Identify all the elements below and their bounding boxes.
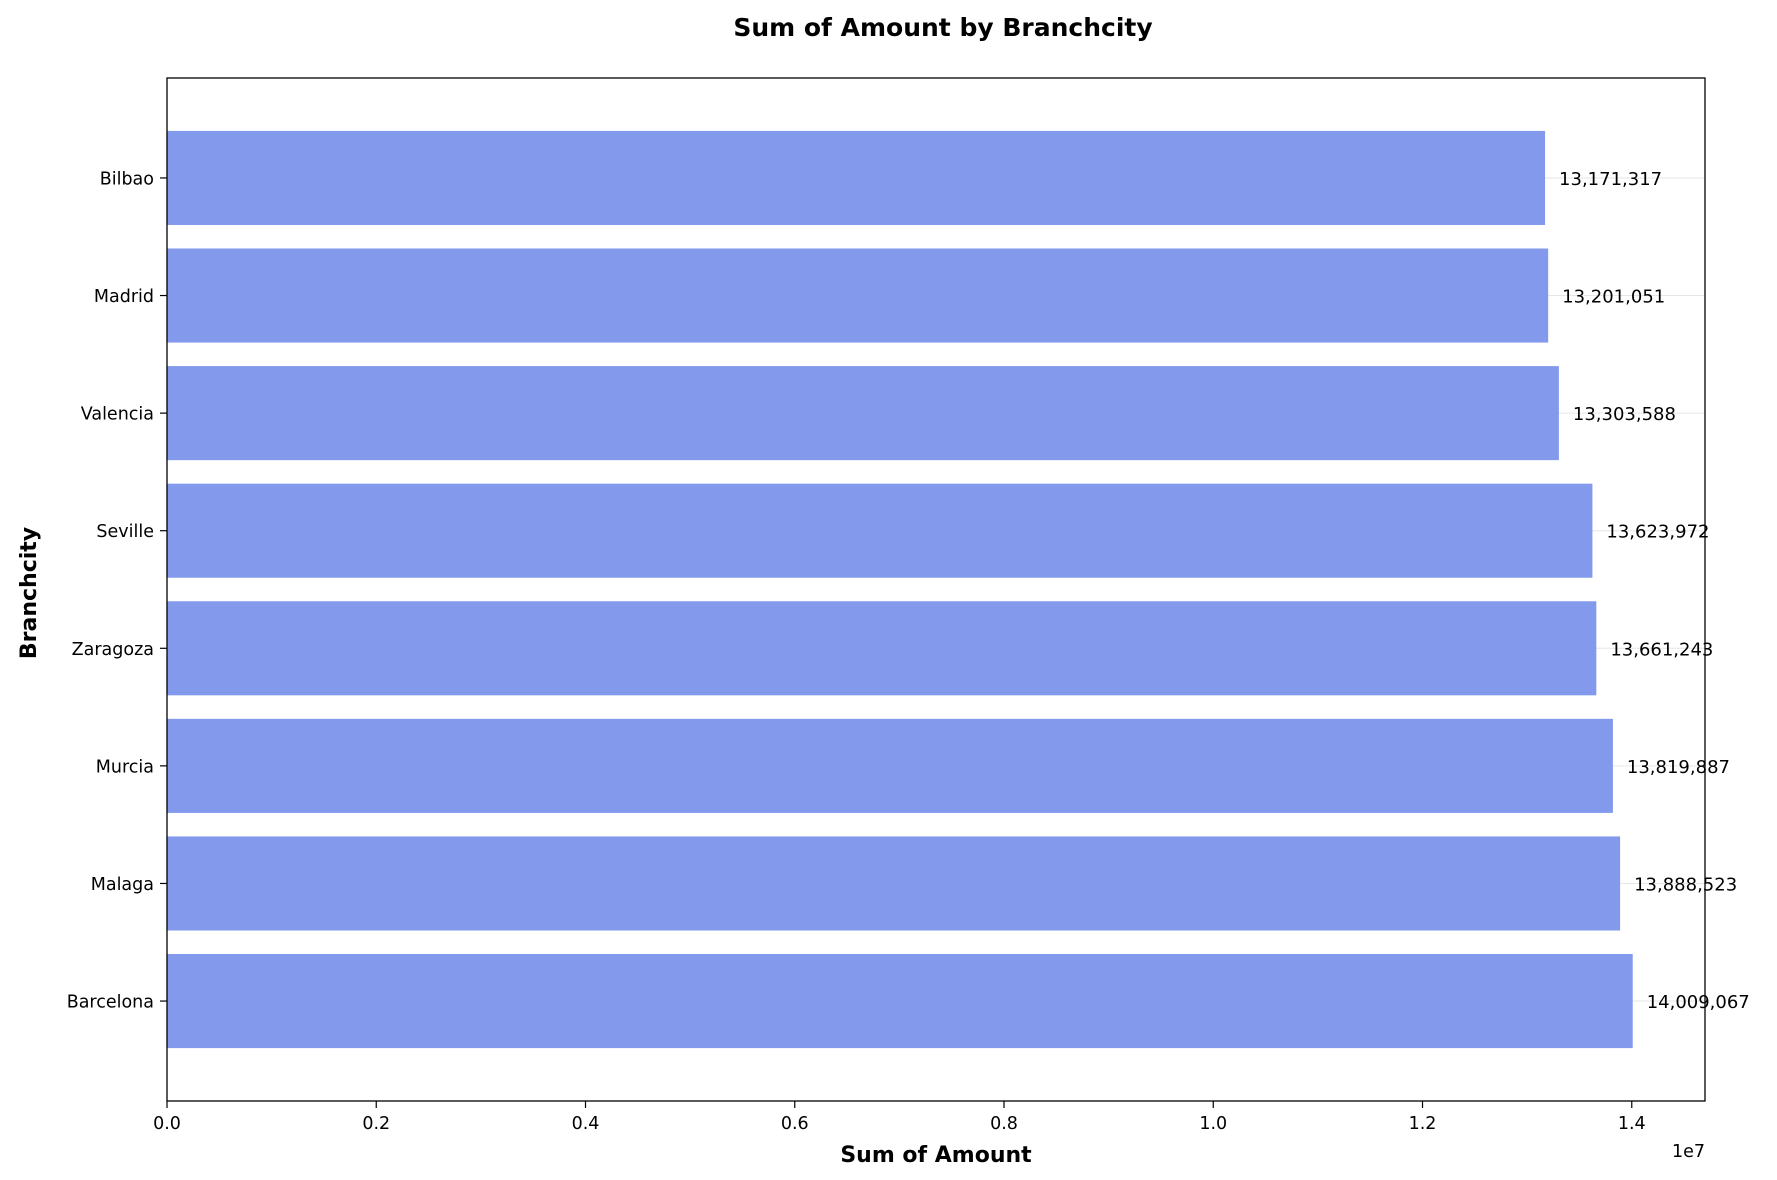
y-tick-label: Seville <box>96 522 154 542</box>
data-labels: 14,009,067 13,888,523 13,819,887 13,661,243… <box>1559 169 1750 1013</box>
x-axis-label: Sum of Amount <box>840 1143 1032 1168</box>
y-tick-label: Madrid <box>94 287 154 307</box>
bar-valencia <box>167 366 1559 461</box>
y-tick-label: Malaga <box>91 875 154 895</box>
x-tick-label: 0.4 <box>572 1114 600 1134</box>
bar-bilbao <box>167 130 1546 225</box>
chart-title: Sum of Amount by Branchcity <box>733 13 1152 42</box>
data-label: 13,623,972 <box>1606 522 1709 543</box>
bar-zaragoza <box>167 601 1597 696</box>
bar-murcia <box>167 718 1613 813</box>
x-tick-label: 1.4 <box>1618 1114 1646 1134</box>
x-tick-label: 0.8 <box>990 1114 1018 1134</box>
y-axis-ticks: Barcelona Malaga Murcia Zaragoza Seville Vale… <box>67 169 167 1013</box>
y-axis-label: Branchcity <box>17 527 42 659</box>
y-tick-label: Valencia <box>81 405 154 425</box>
y-tick-label: Barcelona <box>67 993 154 1013</box>
data-label: 13,661,243 <box>1610 639 1713 660</box>
x-tick-label: 0.0 <box>153 1114 181 1134</box>
data-label: 13,819,887 <box>1627 757 1730 778</box>
bar-barcelona <box>167 954 1633 1049</box>
x-tick-label: 1.0 <box>1199 1114 1227 1134</box>
data-label: 13,888,523 <box>1634 874 1737 895</box>
y-tick-label: Murcia <box>96 757 154 777</box>
bar-seville <box>167 483 1593 578</box>
y-tick-label: Zaragoza <box>72 640 154 660</box>
data-label: 13,303,588 <box>1573 404 1676 425</box>
x-axis-offset-label: 1e7 <box>1672 1142 1705 1162</box>
data-label: 13,201,051 <box>1562 287 1665 308</box>
x-tick-label: 0.2 <box>362 1114 390 1134</box>
x-tick-label: 1.2 <box>1409 1114 1437 1134</box>
y-tick-label: Bilbao <box>100 169 154 189</box>
data-label: 14,009,067 <box>1647 992 1750 1013</box>
bar-madrid <box>167 248 1549 343</box>
plot-frame <box>166 77 1706 1102</box>
data-label: 13,171,317 <box>1559 169 1662 190</box>
x-tick-label: 0.6 <box>781 1114 809 1134</box>
x-axis-ticks: 0.0 0.2 0.4 0.6 0.8 1.0 1.2 1.4 <box>153 1101 1646 1134</box>
bar-malaga <box>167 836 1621 931</box>
bars <box>167 130 1633 1049</box>
